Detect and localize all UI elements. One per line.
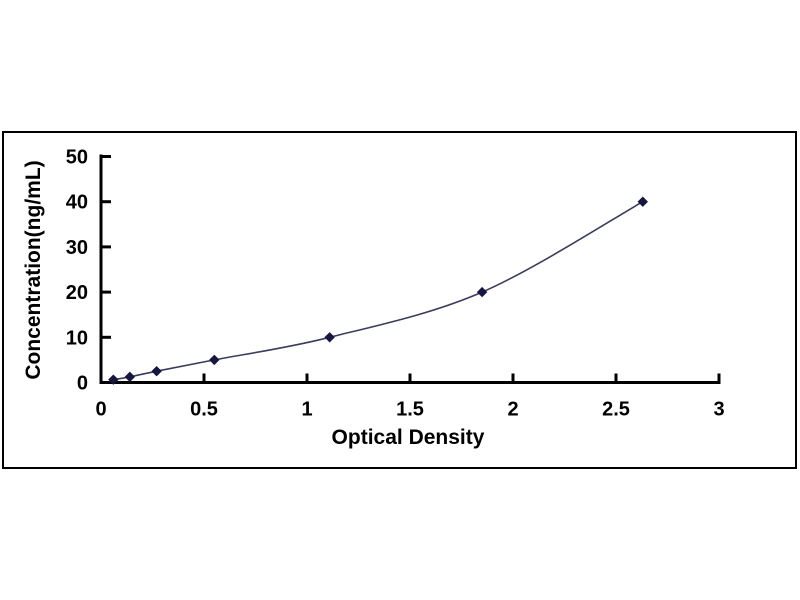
data-point-marker bbox=[324, 332, 335, 343]
x-axis-title: Optical Density bbox=[332, 426, 485, 449]
y-axis-title: Concentration(ng/mL) bbox=[22, 160, 45, 379]
x-tick-label: 0.5 bbox=[190, 399, 218, 421]
y-tick-label: 30 bbox=[66, 237, 88, 259]
x-tick-label: 2 bbox=[507, 399, 518, 421]
x-tick-label: 1.5 bbox=[396, 399, 424, 421]
y-tick-label: 20 bbox=[66, 282, 88, 304]
x-tick-label: 0 bbox=[95, 399, 106, 421]
x-tick-label: 2.5 bbox=[602, 399, 630, 421]
data-point-marker bbox=[124, 371, 136, 383]
y-tick-label: 40 bbox=[66, 192, 88, 214]
data-point-marker bbox=[476, 286, 488, 298]
data-point-marker bbox=[108, 374, 119, 385]
y-tick-label: 0 bbox=[77, 373, 88, 395]
data-point-marker bbox=[151, 365, 162, 377]
chart-border bbox=[2, 131, 797, 469]
curve-layer bbox=[108, 196, 648, 385]
curve-line bbox=[113, 201, 644, 381]
y-tick-label: 10 bbox=[66, 327, 88, 349]
data-point-marker bbox=[637, 196, 648, 207]
x-tick-label: 3 bbox=[713, 399, 724, 421]
y-tick-label: 50 bbox=[66, 147, 88, 169]
data-point-marker bbox=[209, 354, 220, 366]
x-tick-label: 1 bbox=[301, 399, 312, 421]
